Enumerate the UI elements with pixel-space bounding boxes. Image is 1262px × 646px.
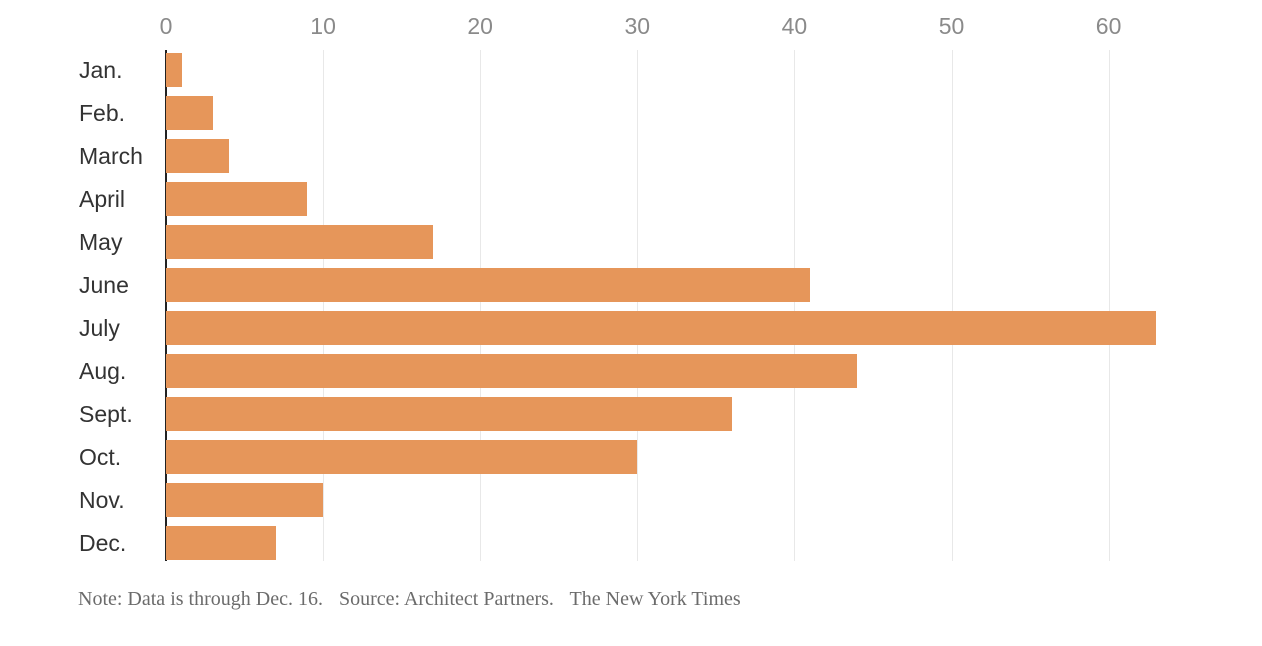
bar-dec <box>166 526 276 560</box>
bar-april <box>166 182 308 216</box>
gridline-20 <box>480 50 482 561</box>
x-tick-label-50: 50 <box>938 13 965 39</box>
credit-text: The New York Times <box>569 588 741 610</box>
category-label-july: July <box>79 315 120 341</box>
gridline-40 <box>794 50 796 561</box>
gridline-60 <box>1108 50 1110 561</box>
x-tick-label-20: 20 <box>467 13 493 39</box>
gridline-30 <box>637 50 639 561</box>
bar-oct <box>166 440 638 474</box>
bar-sept <box>166 397 732 431</box>
category-label-aug: Aug. <box>79 358 127 384</box>
category-label-oct: Oct. <box>79 444 122 470</box>
bar-march <box>166 139 229 173</box>
bar-may <box>166 225 434 259</box>
gridline-50 <box>951 50 953 561</box>
bar-nov <box>166 483 324 517</box>
source-note: Note: Data is through Dec. 16. Source: A… <box>78 588 741 611</box>
source-text: Source: Architect Partners. <box>338 588 554 610</box>
category-label-june: June <box>79 272 129 298</box>
gridline-10 <box>323 50 325 561</box>
category-label-april: April <box>79 186 126 212</box>
category-label-nov: Nov. <box>79 487 125 513</box>
category-label-may: May <box>79 229 123 255</box>
x-tick-label-0: 0 <box>159 13 173 39</box>
category-label-dec: Dec. <box>79 530 127 556</box>
x-tick-label-40: 40 <box>781 13 808 39</box>
category-label-jan: Jan. <box>79 57 123 83</box>
bar-aug <box>166 354 858 388</box>
bar-feb <box>166 96 214 130</box>
x-tick-label-10: 10 <box>310 13 336 39</box>
category-label-sept: Sept. <box>79 401 133 427</box>
category-label-feb: Feb. <box>79 100 126 126</box>
bar-jan <box>166 53 182 87</box>
y-axis-line <box>165 50 167 561</box>
category-label-march: March <box>79 143 143 169</box>
x-tick-label-30: 30 <box>624 13 651 39</box>
x-tick-label-60: 60 <box>1095 13 1122 39</box>
bar-july <box>166 311 1156 345</box>
note-text: Note: Data is through Dec. 16. <box>78 588 323 610</box>
bar-june <box>166 268 811 302</box>
